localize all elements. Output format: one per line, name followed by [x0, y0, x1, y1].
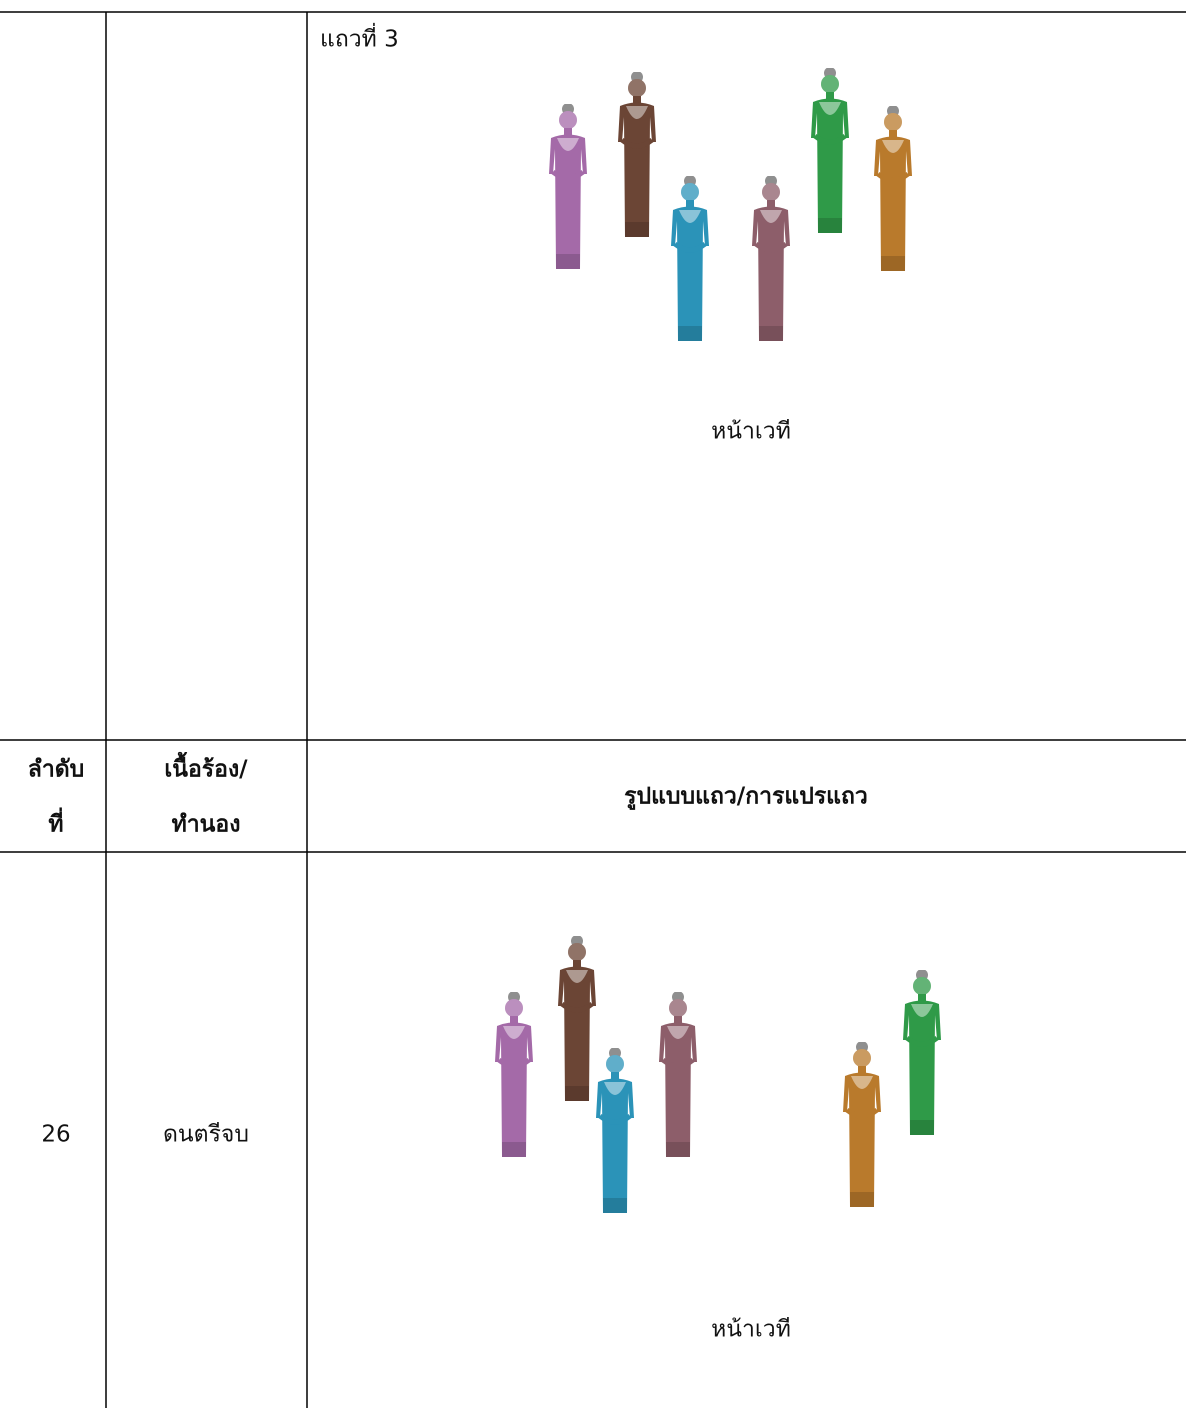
row-order: 26	[41, 1122, 70, 1148]
header-formation: รูปแบบแถว/การแปรแถว	[624, 784, 868, 811]
header-lyrics: ทำนอง	[172, 812, 241, 838]
header-lyrics: เนื้อร้อง/	[164, 752, 248, 783]
stage-label: หน้าเวที	[711, 419, 791, 445]
formation-label: แถวที่ 3	[320, 23, 399, 53]
header-order: ที่	[48, 807, 63, 838]
dancers	[495, 935, 941, 1213]
row-lyrics: ดนตรีจบ	[163, 1122, 249, 1148]
header-order: ลำดับ	[28, 757, 85, 783]
stage-label: หน้าเวที	[711, 1317, 791, 1343]
dancers	[549, 67, 912, 341]
